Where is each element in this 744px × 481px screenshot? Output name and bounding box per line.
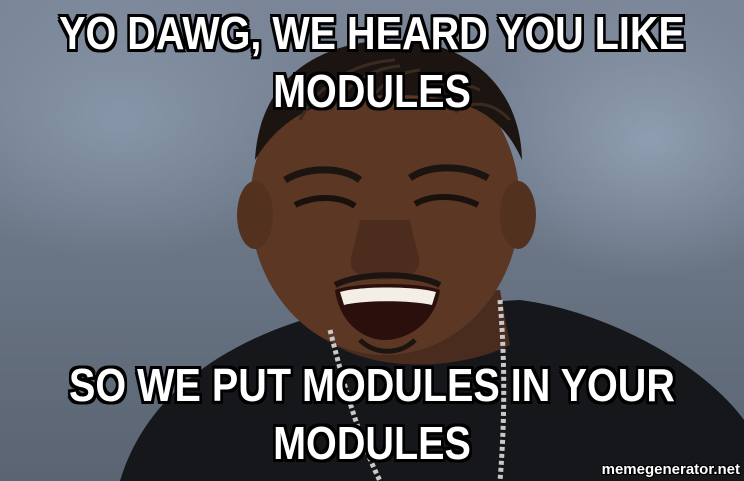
top-caption-line-1: YO DAWG, WE HEARD YOU LIKE — [59, 7, 685, 59]
top-caption: YO DAWG, WE HEARD YOU LIKE MODULES — [52, 4, 692, 120]
watermark: memegenerator.net — [601, 461, 740, 478]
bottom-caption-line-1: SO WE PUT MODULES IN YOUR — [69, 359, 675, 411]
top-caption-line-2: MODULES — [273, 65, 471, 117]
bottom-caption: SO WE PUT MODULES IN YOUR MODULES — [52, 356, 692, 472]
bottom-caption-line-2: MODULES — [273, 417, 471, 469]
